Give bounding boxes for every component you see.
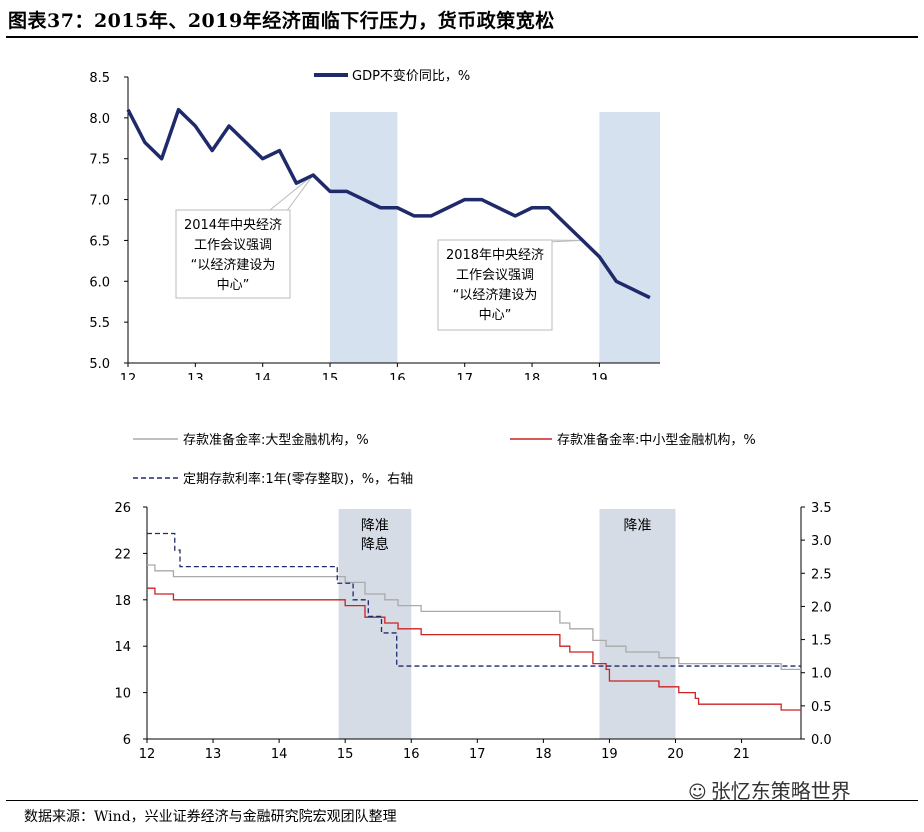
watermark: ☺ 张忆东策略世界 <box>688 775 851 804</box>
gdp-chart: 5.0 5.5 6.0 6.5 7.0 7.5 8.0 8.5 12 13 14 15 16 17 18 19… <box>89 68 660 380</box>
y-right-tick-label: 0.0 <box>811 733 832 748</box>
shaded-label: 降息 <box>361 536 389 553</box>
series-line-2 <box>147 532 801 667</box>
x-tick-label: 14 <box>254 372 271 380</box>
y-left-tick-label: 6 <box>123 733 131 748</box>
annotation-leader <box>285 174 314 213</box>
y-tick-label: 7.0 <box>89 194 110 209</box>
y-tick-label: 8.5 <box>89 71 110 86</box>
shaded-label: 降准 <box>361 518 389 534</box>
y-tick-label: 6.0 <box>89 275 110 290</box>
y-right-tick-label: 1.5 <box>811 634 832 649</box>
y-tick-label: 7.5 <box>89 153 110 168</box>
watermark-text: 张忆东策略世界 <box>710 779 851 803</box>
gdp-series-line <box>126 107 651 300</box>
y-right-tick-label: 3.0 <box>811 534 832 549</box>
x-tick-label: 19 <box>601 747 618 760</box>
y-right-tick-label: 2.0 <box>811 600 832 615</box>
annotation-leader <box>269 174 314 211</box>
x-tick-label: 16 <box>403 747 420 760</box>
y-left-tick-label: 26 <box>114 501 131 516</box>
annotation-text: 2014年中央经济 <box>184 218 282 233</box>
x-tick-label: 12 <box>120 372 137 380</box>
y-right-tick-label: 1.0 <box>811 667 832 682</box>
y-tick-label: 8.0 <box>89 112 110 127</box>
y-left-tick-label: 14 <box>114 640 131 655</box>
annotation-text: “以经济建设为 <box>453 288 538 303</box>
x-tick-label: 19 <box>591 372 608 380</box>
annotation-text: 中心” <box>217 278 250 293</box>
x-tick-label: 16 <box>389 372 406 380</box>
x-tick-label: 18 <box>524 372 541 380</box>
x-tick-label: 15 <box>337 747 354 760</box>
y-tick-label: 5.5 <box>89 316 110 331</box>
series-line-1 <box>147 587 801 711</box>
y-tick-label: 6.5 <box>89 234 110 249</box>
y-tick-label: 5.0 <box>89 357 110 372</box>
legend-label: GDP不变价同比，% <box>352 68 470 84</box>
shaded-label: 降准 <box>624 518 652 534</box>
y-right-tick-label: 3.5 <box>811 501 832 516</box>
shaded-period-1 <box>599 112 660 363</box>
x-tick-label: 17 <box>469 747 486 760</box>
x-tick-label: 20 <box>667 747 684 760</box>
x-tick-label: 13 <box>187 372 204 380</box>
series-line-0 <box>147 564 801 671</box>
x-tick-label: 12 <box>139 747 156 760</box>
annotation-leader <box>547 239 583 243</box>
y-right-tick-label: 0.5 <box>811 700 832 715</box>
legend-label-1: 存款准备金率:中小型金融机构，% <box>557 432 756 448</box>
shaded-period-0 <box>330 112 398 363</box>
title-divider <box>6 36 918 38</box>
x-tick-label: 17 <box>456 372 473 380</box>
annotation-text: “以经济建设为 <box>191 258 276 273</box>
annotation-text: 2018年中央经济 <box>446 248 544 263</box>
y-left-tick-label: 10 <box>114 687 131 702</box>
y-left-tick-label: 18 <box>114 594 131 609</box>
source-note: 数据来源：Wind，兴业证券经济与金融研究院宏观团队整理 <box>24 809 397 825</box>
annotation-text: 工作会议强调 <box>456 268 534 283</box>
shaded-period-0 <box>338 509 412 739</box>
annotation-text: 中心” <box>479 308 512 323</box>
x-tick-label: 15 <box>322 372 339 380</box>
x-tick-label: 18 <box>535 747 552 760</box>
figure-title: 图表37：2015年、2019年经济面临下行压力，货币政策宽松 <box>8 10 555 32</box>
y-left-tick-label: 22 <box>114 547 131 562</box>
legend-label-2: 定期存款利率:1年(零存整取)，%，右轴 <box>183 471 413 487</box>
shaded-period-1 <box>599 509 676 739</box>
wechat-icon: ☺ <box>688 782 707 803</box>
footer-divider <box>6 800 918 801</box>
x-tick-label: 21 <box>733 747 750 760</box>
annotation-box <box>175 209 291 299</box>
legend-label-0: 存款准备金率:大型金融机构，% <box>183 432 369 448</box>
annotation-box <box>437 239 553 331</box>
x-tick-label: 13 <box>205 747 222 760</box>
y-right-tick-label: 2.5 <box>811 567 832 582</box>
x-tick-label: 14 <box>271 747 288 760</box>
annotation-text: 工作会议强调 <box>194 238 272 253</box>
